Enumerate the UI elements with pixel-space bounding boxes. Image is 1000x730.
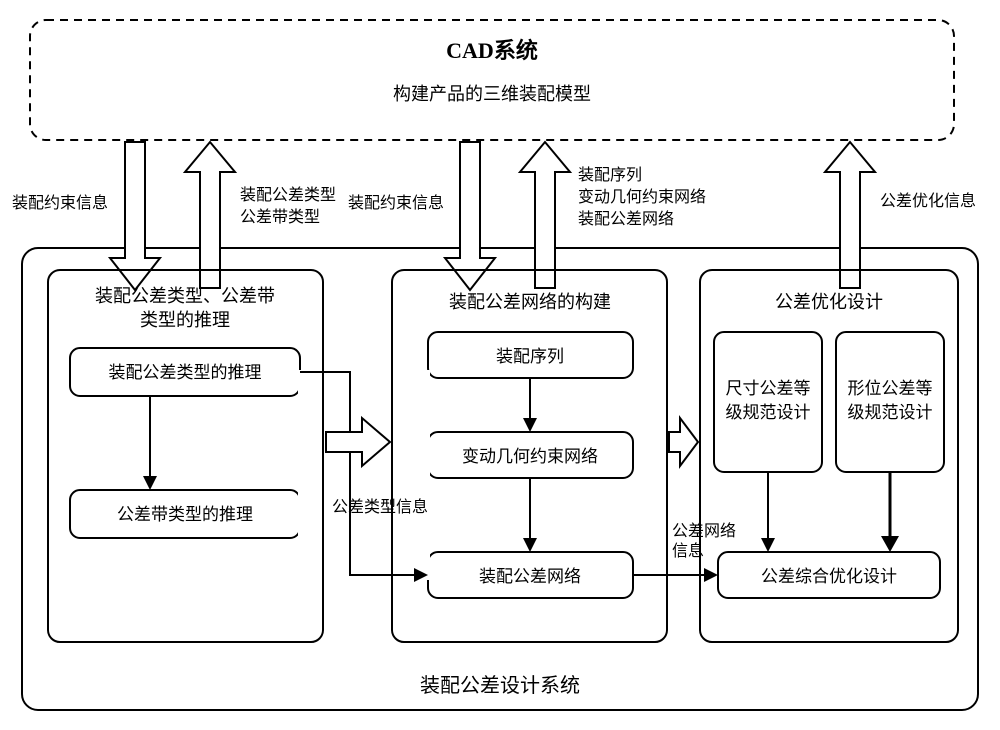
module-3-box-b-l2: 级规范设计 — [848, 403, 933, 422]
label-m1-to-m2: 公差类型信息 — [332, 498, 428, 516]
m2c-to-m3c-arrowhead — [704, 568, 718, 582]
top-left-up-arrow — [185, 142, 235, 288]
module-1-title-l2: 类型的推理 — [140, 310, 230, 330]
module-3-box-b — [836, 332, 944, 472]
cad-title: CAD系统 — [446, 38, 538, 63]
m3-arrowhead-a — [761, 538, 775, 552]
module-3-box-a-l1: 尺寸公差等 — [726, 379, 811, 398]
label-top-mid-down: 装配约束信息 — [348, 194, 444, 212]
erase-helper — [298, 370, 430, 580]
m2-arrowhead-1 — [523, 418, 537, 432]
top-right-up-arrow — [825, 142, 875, 288]
module-3 — [700, 270, 958, 642]
top-left-down-arrow — [110, 142, 160, 290]
module-2-box-a-text: 装配序列 — [496, 347, 564, 366]
module-1-title-l1: 装配公差类型、公差带 — [95, 286, 275, 306]
label-m2-to-m3-l2: 信息 — [672, 542, 704, 560]
label-top-mid-up-l2: 变动几何约束网络 — [578, 187, 706, 206]
module-3-box-a — [714, 332, 822, 472]
system-title: 装配公差设计系统 — [420, 674, 580, 697]
module-1-box-a-text: 装配公差类型的推理 — [109, 363, 262, 382]
module-2-box-c-text: 装配公差网络 — [479, 567, 581, 586]
label-top-mid-up-l1: 装配序列 — [578, 166, 642, 184]
label-m2-to-m3-l1: 公差网络 — [672, 521, 736, 540]
label-top-right-up: 公差优化信息 — [880, 192, 976, 210]
module-3-title: 公差优化设计 — [775, 292, 883, 312]
module-3-box-b-l1: 形位公差等 — [848, 379, 933, 398]
label-top-left-up-l2: 公差带类型 — [240, 208, 320, 226]
m2-to-m3-hollow-arrow — [669, 418, 698, 466]
top-mid-up-arrow — [520, 142, 570, 288]
m1-arrowhead — [143, 476, 157, 490]
module-1-box-b-text: 公差带类型的推理 — [117, 505, 253, 524]
label-top-left-up-l1: 装配公差类型 — [240, 186, 336, 204]
cad-subtitle: 构建产品的三维装配模型 — [393, 84, 591, 104]
module-3-box-c-text: 公差综合优化设计 — [761, 567, 897, 586]
top-mid-down-arrow — [445, 142, 495, 290]
module-3-box-a-l2: 级规范设计 — [726, 403, 811, 422]
label-top-mid-up-l3: 装配公差网络 — [578, 209, 674, 228]
m3-arrowhead-b — [881, 536, 899, 552]
label-top-left-down: 装配约束信息 — [12, 194, 108, 212]
m2-arrowhead-2 — [523, 538, 537, 552]
diagram-root: CAD系统 构建产品的三维装配模型 装配公差设计系统 装配约束信息 装配公差类型… — [0, 0, 1000, 730]
module-2-box-b-text: 变动几何约束网络 — [462, 447, 598, 466]
module-2-title: 装配公差网络的构建 — [449, 292, 611, 312]
